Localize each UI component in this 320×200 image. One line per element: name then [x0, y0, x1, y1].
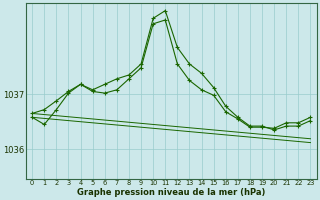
- X-axis label: Graphe pression niveau de la mer (hPa): Graphe pression niveau de la mer (hPa): [77, 188, 266, 197]
